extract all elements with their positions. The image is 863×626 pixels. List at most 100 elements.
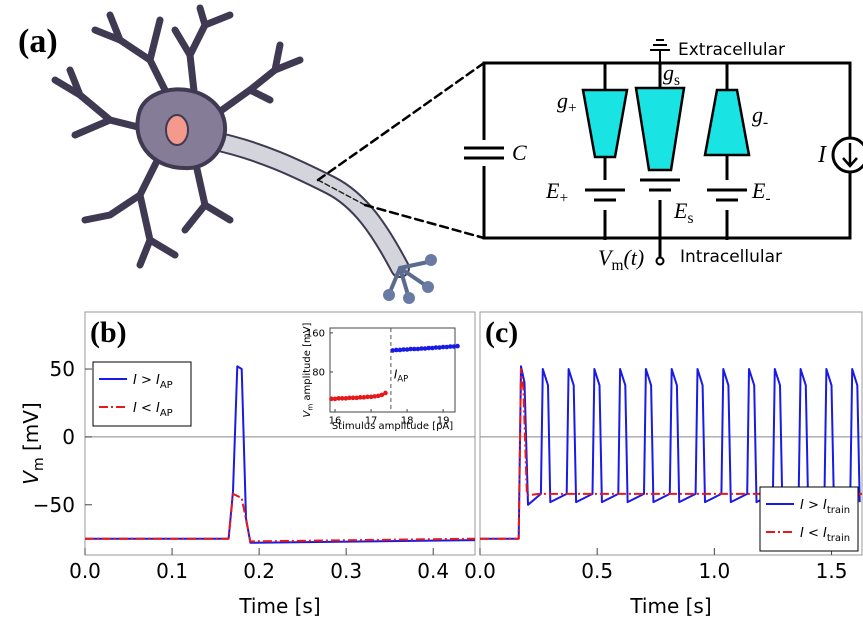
- legend-name: I < I: [800, 526, 827, 541]
- subscript: -: [763, 114, 768, 131]
- neuron-drawing: [51, 4, 486, 304]
- legend-subscript: AP: [160, 408, 173, 419]
- point: [419, 346, 424, 351]
- legend-box: [759, 486, 859, 552]
- point: [350, 395, 356, 401]
- x-axis-label: Time [s]: [238, 594, 320, 618]
- point: [444, 344, 450, 350]
- suffix: amplitude [mV]: [302, 322, 313, 403]
- legend-label: I > IAP: [133, 373, 173, 391]
- point: [354, 395, 359, 401]
- x-tick-label: 17: [365, 416, 378, 427]
- subscript: s: [674, 72, 680, 89]
- legend-subscript: train: [827, 505, 850, 516]
- x-tick-label: 0.2: [243, 559, 275, 583]
- legend-label: I > Itrain: [800, 498, 850, 516]
- subscript: +: [559, 190, 568, 207]
- point: [339, 396, 345, 401]
- legend-name: I > I: [133, 373, 160, 388]
- e-minus-label: E-: [751, 178, 771, 207]
- point: [448, 344, 453, 349]
- subscript: -: [765, 190, 770, 207]
- x-tick-label: 1.5: [816, 559, 848, 583]
- point: [401, 347, 406, 352]
- symbol: E: [673, 198, 688, 223]
- circuit-labels: Extracellular Intracellular C I g+ gs g-…: [512, 40, 827, 274]
- capacitance-label: C: [512, 140, 527, 165]
- symbol: I: [394, 367, 398, 381]
- y-tick-label: −50: [33, 493, 75, 517]
- x-tick-label: 0.1: [156, 559, 188, 583]
- symbol: g: [752, 102, 763, 127]
- point: [397, 347, 403, 353]
- y-tick-label: 0: [62, 425, 75, 449]
- g-s-label: gs: [663, 60, 680, 89]
- x-tick-label: 0.4: [417, 559, 449, 583]
- point: [347, 395, 352, 401]
- point: [383, 390, 388, 396]
- subscript: m: [31, 457, 47, 471]
- suffix: [mV]: [19, 402, 43, 457]
- point: [433, 345, 439, 350]
- circuit: [464, 39, 863, 266]
- subscript: +: [568, 100, 577, 117]
- series-line: [85, 492, 476, 543]
- suffix: (t): [623, 245, 644, 270]
- symbol: V: [302, 409, 313, 417]
- point: [343, 396, 349, 401]
- symbol: g: [663, 60, 674, 85]
- point: [336, 396, 341, 401]
- point: [437, 345, 442, 350]
- legend-label: I < Itrain: [800, 526, 850, 544]
- g-minus-label: g-: [752, 102, 768, 131]
- panel-label: (a): [18, 23, 58, 60]
- point: [422, 346, 428, 351]
- point: [329, 396, 334, 402]
- y-tick-label: 50: [50, 357, 75, 381]
- point: [430, 345, 435, 351]
- point: [411, 346, 417, 352]
- legend-subscript: AP: [160, 380, 173, 391]
- point: [375, 393, 381, 399]
- legend-name: I < I: [133, 401, 160, 416]
- point: [404, 347, 410, 352]
- legend-box: [92, 361, 192, 427]
- x-tick-label: 0.3: [330, 559, 362, 583]
- intracellular-label: Intracellular: [680, 247, 782, 267]
- subscript: m: [611, 257, 623, 274]
- extracellular-label: Extracellular: [678, 40, 785, 60]
- series-line: [480, 368, 862, 540]
- point: [426, 345, 432, 351]
- x-axis-label: Stimulus amplitude [pA]: [332, 421, 453, 432]
- x-tick-label: 0.0: [69, 559, 101, 583]
- panel-label: (b): [90, 316, 127, 349]
- x-tick-label: 0.5: [581, 559, 613, 583]
- x-tick-label: 19: [437, 416, 450, 427]
- symbol: g: [557, 88, 568, 113]
- legend-label: I < IAP: [133, 401, 173, 419]
- point: [440, 344, 446, 350]
- point: [361, 395, 367, 400]
- subscript: AP: [397, 373, 408, 383]
- g-plus-label: g+: [557, 88, 577, 117]
- legend-name: I > I: [800, 498, 827, 513]
- symbol: E: [751, 178, 766, 203]
- e-plus-label: E+: [545, 178, 568, 207]
- panel-label: (c): [485, 316, 518, 349]
- current-label: I: [817, 142, 827, 168]
- y-axis-label: Vm amplitude [mV]: [302, 322, 315, 417]
- point: [365, 394, 370, 400]
- y-axis-label: Vm [mV]: [19, 402, 47, 484]
- subscript: m: [307, 404, 315, 411]
- y-tick-label: 160: [306, 328, 325, 339]
- x-tick-label: 0.0: [464, 559, 496, 583]
- subscript: s: [687, 210, 693, 227]
- point: [393, 347, 399, 353]
- series-line: [480, 365, 861, 540]
- point: [372, 394, 377, 399]
- symbol: V: [19, 470, 43, 485]
- point: [368, 394, 374, 400]
- x-tick-label: 16: [329, 416, 342, 427]
- y-tick-label: 80: [312, 367, 325, 378]
